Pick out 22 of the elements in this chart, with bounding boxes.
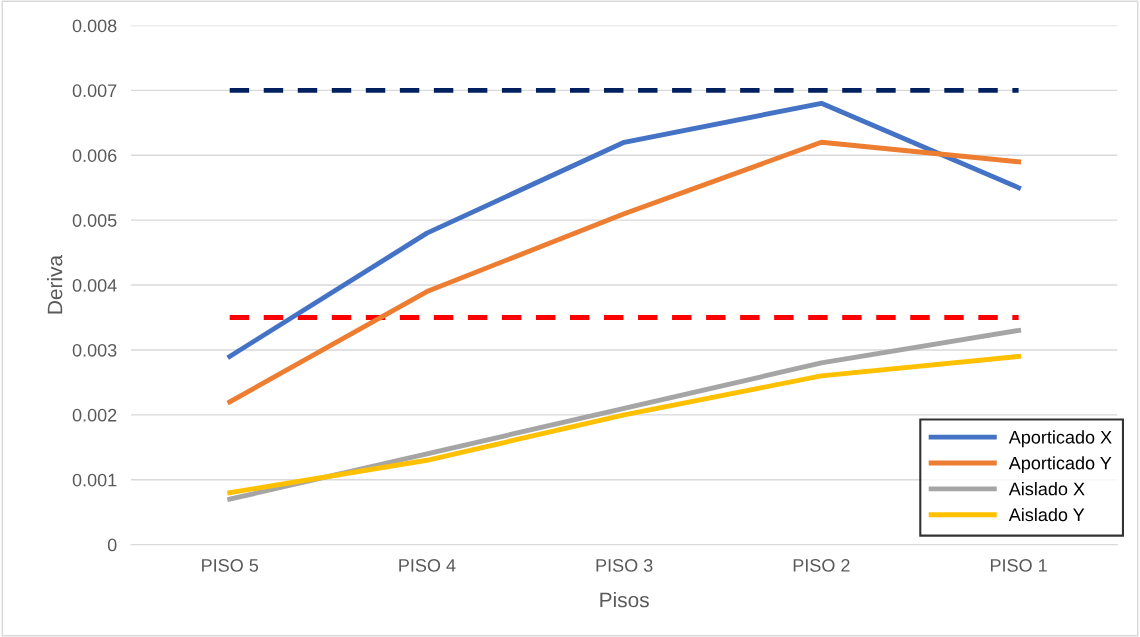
y-tick-label: 0.002	[72, 408, 117, 422]
y-tick-label: 0.003	[72, 343, 117, 357]
y-tick-label: 0.004	[72, 278, 117, 292]
x-tick-label: PISO 5	[202, 559, 259, 572]
legend-label: Aporticado Y	[1008, 456, 1112, 474]
line-series	[227, 139, 1022, 405]
x-tick-label: PISO 4	[399, 559, 456, 572]
y-tick-label: 0	[107, 538, 117, 552]
legend-label: Aporticado X	[1008, 430, 1112, 448]
y-tick-label: 0.008	[72, 19, 117, 33]
x-tick-label: PISO 2	[793, 559, 850, 572]
y-axis-title: Deriva	[47, 254, 63, 314]
x-axis-title: Pisos	[600, 592, 649, 608]
legend-label: Aislado X	[1008, 482, 1085, 496]
y-tick-label: 0.001	[72, 473, 117, 487]
x-tick-label: PISO 1	[990, 559, 1047, 572]
y-tick-label: 0.006	[72, 149, 117, 162]
legend-label: Aislado Y	[1008, 507, 1085, 522]
y-tick-label: 0.007	[72, 84, 117, 98]
line-series	[227, 100, 1022, 359]
y-tick-label: 0.005	[72, 214, 117, 227]
x-tick-label: PISO 3	[596, 559, 653, 572]
